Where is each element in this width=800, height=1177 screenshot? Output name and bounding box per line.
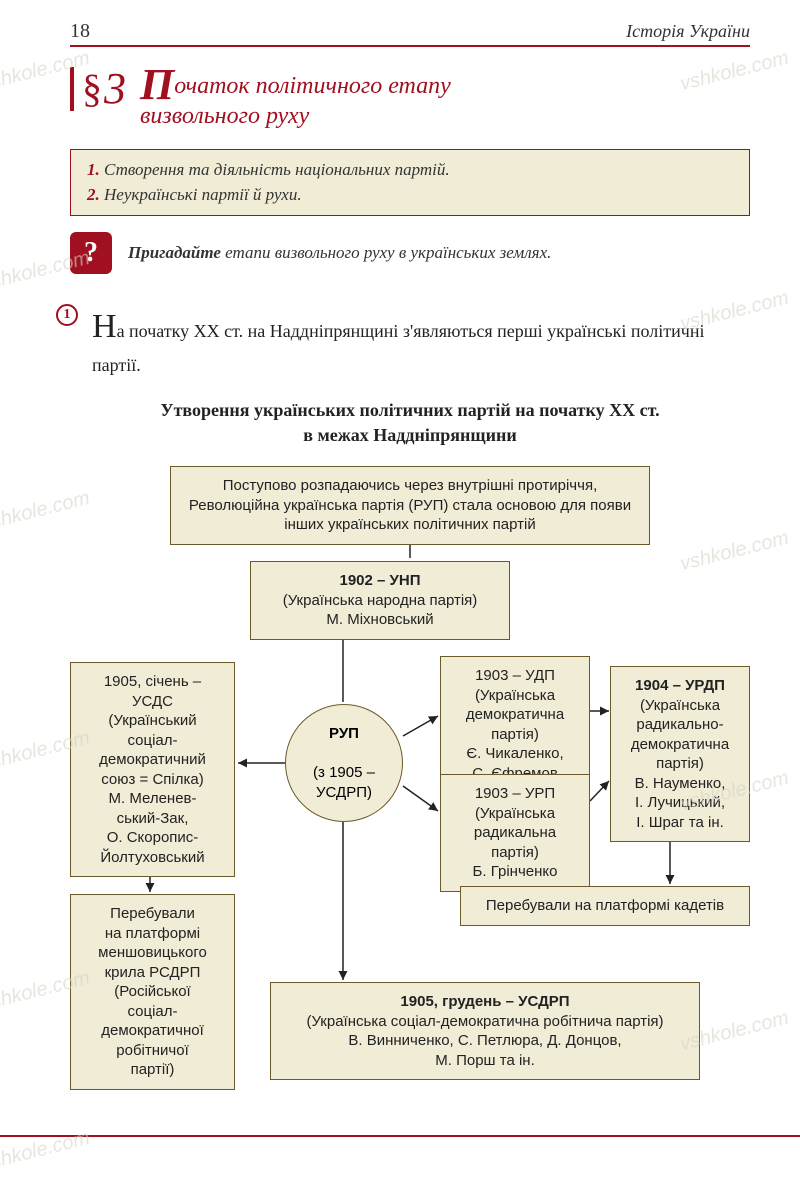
page-header: 18 Історія України [70,20,750,47]
recall-text: Пригадайте етапи визвольного руху в укра… [128,243,551,263]
diagram-node-top: Поступово розпадаючись через внутрішні п… [170,466,650,545]
book-title: Історія України [626,21,750,42]
diagram-node-kadety: Перебували на платформі кадетів [460,886,750,926]
diagram-node-usdrp: 1905, грудень – УСДРП(Українська соціал-… [270,982,700,1080]
section-mark: § 3 [70,67,126,111]
topic-1-num: 1. [87,160,100,179]
subsection-marker: 1 [56,304,78,326]
diagram-node-center: РУП(з 1905 –УСДРП) [285,704,403,822]
question-icon: ? [70,232,112,274]
recall-rest: етапи визвольного руху в українських зем… [221,243,551,262]
parties-diagram: Поступово розпадаючись через внутрішні п… [70,466,750,1106]
diagram-node-usds: 1905, січень –УСДС(Українськийсоціал-дем… [70,662,235,877]
section-title-line2: визвольного руху [140,103,309,129]
topic-2-text: Неукраїнські партії й рухи. [104,185,302,204]
footer-ornament [0,1135,800,1171]
section-number: 3 [104,67,126,111]
page-number: 18 [70,20,90,43]
diagram-title: Утворення українських політичних партій … [70,398,750,448]
section-title: Початок політичного етапу визвольного ру… [140,67,451,131]
diagram-node-urdp: 1904 – УРДП(Українськарадикально-демокра… [610,666,750,842]
diagram-node-unp: 1902 – УНП(Українська народна партія)М. … [250,561,510,640]
diagram-title-l2: в межах Наддніпрянщини [303,425,516,445]
recall-row: ? Пригадайте етапи визвольного руху в ук… [70,232,750,274]
recall-bold: Пригадайте [128,243,221,262]
section-heading: § 3 Початок політичного етапу визвольног… [70,67,750,131]
topic-2-num: 2. [87,185,100,204]
diagram-node-menshov: Перебувалина платформіменшовицькогокрила… [70,894,235,1090]
section-symbol: § [82,69,102,109]
diagram-title-l1: Утворення українських політичних партій … [160,400,659,420]
diagram-node-udp: 1903 – УДП(Українськадемократичнапартія)… [440,656,590,793]
diagram-node-urp: 1903 – УРП(Українськарадикальнапартія)Б.… [440,774,590,892]
intro-paragraph: 1 На початку XX ст. на Наддніпрянщині з'… [70,302,750,377]
topic-1-text: Створення та діяльність національних пар… [104,160,450,179]
section-title-line1: очаток політичного етапу [174,73,451,99]
para-text: а початку XX ст. на Наддніпрянщині з'явл… [92,321,704,374]
para-dropcap: Н [92,308,117,345]
topics-box: 1. Створення та діяльність національних … [70,149,750,216]
